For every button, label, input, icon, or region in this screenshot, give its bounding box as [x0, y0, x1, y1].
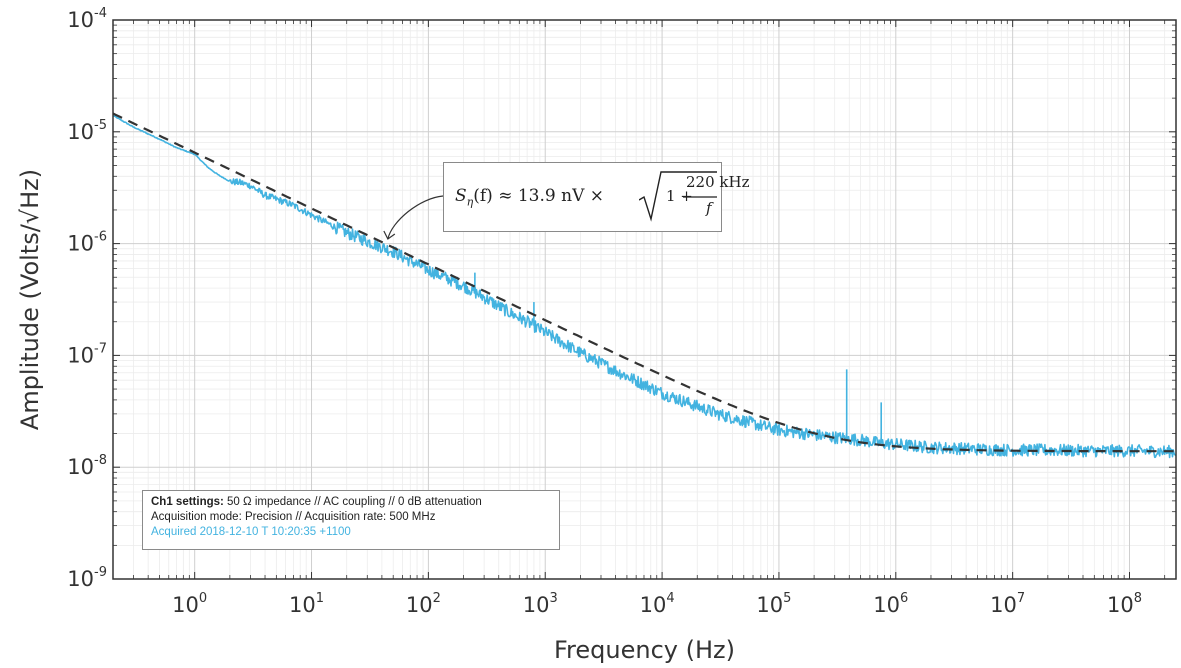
x-tick-label-1: 101	[289, 591, 324, 617]
minor-grid	[112, 20, 1176, 579]
x-tick-label-5: 105	[756, 591, 791, 617]
x-tick-label-2: 102	[406, 591, 441, 617]
y-tick-label-2: 10-6	[67, 230, 107, 256]
formula-numerator: 220 kHz	[686, 173, 750, 191]
annotation-arrowhead	[383, 230, 396, 240]
y-tick-label-3: 10-7	[67, 341, 107, 367]
settings-title: Ch1 settings:	[151, 496, 224, 508]
x-tick-label-4: 104	[640, 591, 675, 617]
y-tick-label-4: 10-8	[67, 453, 107, 479]
model-fit-dashed-line	[112, 112, 1176, 453]
acquisition-settings-box: Ch1 settings: 50 Ω impedance // AC coupl…	[142, 490, 560, 550]
x-tick-label-8: 108	[1107, 591, 1142, 617]
series-layer	[112, 112, 1177, 459]
formula-denominator: f	[706, 199, 712, 217]
x-axis-label: Frequency (Hz)	[554, 636, 735, 664]
settings-line-3: Acquired 2018-12-10 T 10:20:35 +1100	[151, 526, 351, 538]
tick-marks	[112, 19, 1176, 580]
formula-s: S	[455, 186, 467, 206]
formula-subscript: η	[466, 195, 474, 209]
y-tick-label-0: 10-4	[67, 6, 107, 32]
annotation-arrow	[387, 195, 444, 240]
formula-lhs: Sη(f) ≈ 13.9 nV ×	[455, 186, 604, 208]
x-tick-label-3: 103	[523, 591, 558, 617]
formula-annotation: Sη(f) ≈ 13.9 nV × 1 + 220 kHz f	[443, 162, 749, 232]
formula-rest: ≈ 13.9 nV ×	[492, 186, 604, 206]
x-tick-label-0: 100	[172, 591, 207, 617]
formula-f: (f)	[473, 186, 493, 206]
x-tick-labels: 100 101 102 103 104 105 106 107 108	[172, 591, 1142, 617]
y-tick-labels: 10-4 10-5 10-6 10-7 10-8 10-9	[67, 6, 107, 591]
plot-frame	[112, 19, 1177, 580]
formula-one-plus: 1 +	[666, 187, 693, 205]
y-axis-label: Amplitude (Volts/√Hz)	[16, 169, 44, 430]
y-tick-label-5: 10-9	[67, 565, 107, 591]
x-tick-label-7: 107	[990, 591, 1025, 617]
settings-line-2: Acquisition mode: Precision // Acquisiti…	[151, 511, 436, 523]
settings-line-1-text: 50 Ω impedance // AC coupling // 0 dB at…	[223, 496, 482, 508]
sqrt-radical	[639, 171, 717, 222]
settings-line-1: Ch1 settings: 50 Ω impedance // AC coupl…	[151, 495, 551, 510]
measured-noise-line	[112, 114, 1177, 459]
y-tick-label-1: 10-5	[67, 118, 107, 144]
x-tick-label-6: 106	[873, 591, 908, 617]
